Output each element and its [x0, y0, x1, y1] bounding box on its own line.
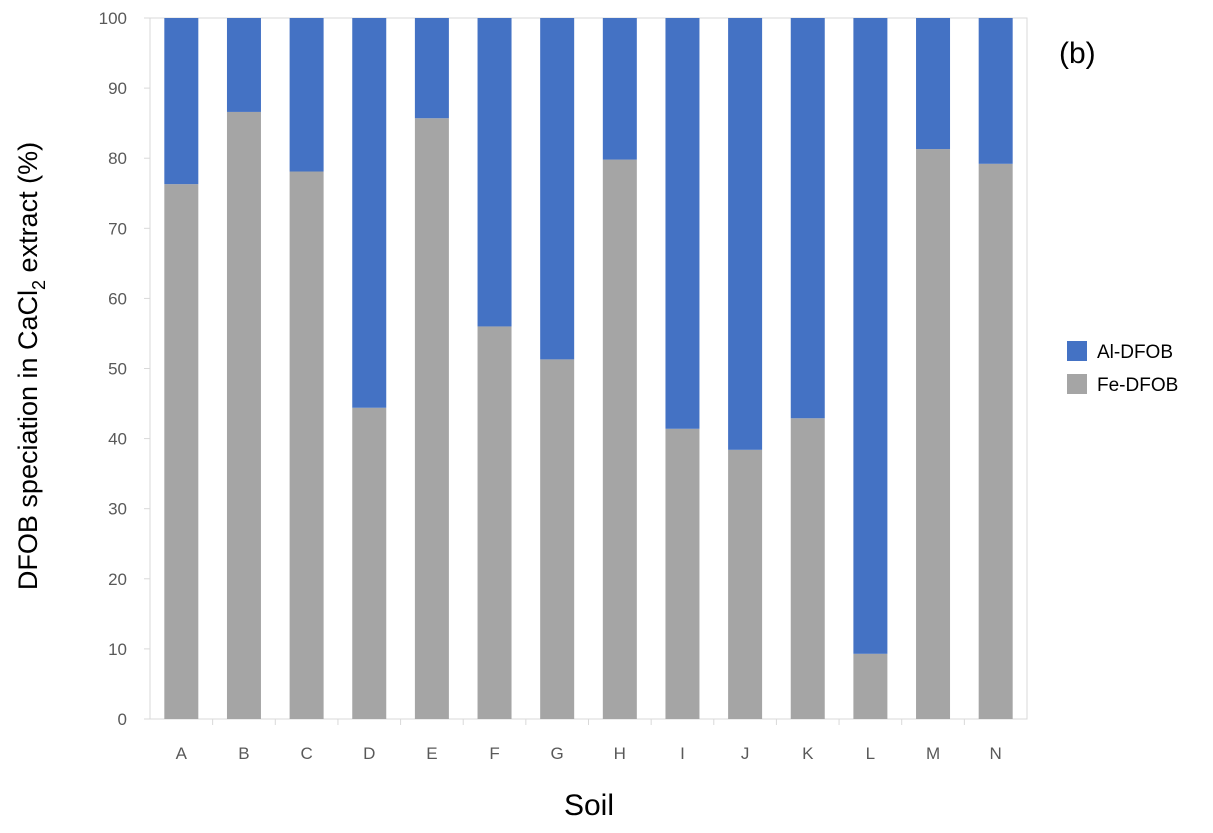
- bar-al-dfob-d: [352, 18, 386, 408]
- bar-al-dfob-m: [916, 18, 950, 149]
- legend: Al-DFOB Fe-DFOB: [1067, 341, 1178, 396]
- legend-label-al-dfob: Al-DFOB: [1097, 342, 1173, 363]
- x-axis: A B C D E F G H I J K L M N: [176, 719, 1002, 763]
- plot-border: [150, 18, 1027, 719]
- x-tick-label: A: [176, 744, 188, 763]
- bar-al-dfob-a: [164, 18, 198, 184]
- bar-fe-dfob-n: [979, 164, 1013, 719]
- x-axis-title: Soil: [564, 789, 614, 822]
- bar-fe-dfob-h: [603, 160, 637, 719]
- y-axis-title-subscript: 2: [29, 280, 49, 290]
- legend-swatch-fe-dfob: [1067, 374, 1087, 394]
- y-tick-label: 80: [108, 149, 127, 168]
- bar-al-dfob-l: [853, 18, 887, 654]
- x-tick-label: F: [489, 744, 499, 763]
- y-axis-title-rest: extract (%): [13, 142, 43, 280]
- bar-al-dfob-b: [227, 18, 261, 112]
- bar-al-dfob-g: [540, 18, 574, 359]
- bars: [164, 18, 1012, 719]
- y-tick-label: 0: [118, 710, 127, 729]
- bar-fe-dfob-e: [415, 118, 449, 719]
- x-tick-label: N: [990, 744, 1002, 763]
- x-tick-label: G: [551, 744, 564, 763]
- bar-fe-dfob-k: [791, 418, 825, 719]
- x-tick-label: C: [300, 744, 312, 763]
- y-tick-label: 70: [108, 219, 127, 238]
- x-tick-label: L: [866, 744, 875, 763]
- bar-fe-dfob-l: [853, 654, 887, 719]
- bar-al-dfob-e: [415, 18, 449, 118]
- y-tick-label: 90: [108, 79, 127, 98]
- bar-fe-dfob-b: [227, 112, 261, 719]
- y-tick-label: 60: [108, 289, 127, 308]
- x-tick-label: K: [802, 744, 814, 763]
- bar-al-dfob-n: [979, 18, 1013, 164]
- y-tick-label: 10: [108, 640, 127, 659]
- x-tick-label: M: [926, 744, 940, 763]
- bar-al-dfob-h: [603, 18, 637, 160]
- bar-al-dfob-j: [728, 18, 762, 450]
- legend-label-fe-dfob: Fe-DFOB: [1097, 375, 1178, 396]
- bar-fe-dfob-d: [352, 408, 386, 719]
- x-tick-label: B: [238, 744, 249, 763]
- bar-fe-dfob-i: [665, 429, 699, 719]
- y-tick-label: 30: [108, 500, 127, 519]
- y-axis: 0 10 20 30 40 50 60 70 80 90 100: [99, 9, 150, 729]
- legend-swatch-al-dfob: [1067, 341, 1087, 361]
- x-tick-label: D: [363, 744, 375, 763]
- panel-label: (b): [1059, 37, 1096, 70]
- bar-fe-dfob-c: [290, 172, 324, 719]
- y-tick-label: 50: [108, 360, 127, 379]
- y-axis-title-main: DFOB speciation in CaCl: [13, 290, 43, 590]
- x-tick-label: H: [614, 744, 626, 763]
- bar-al-dfob-i: [665, 18, 699, 429]
- bar-fe-dfob-g: [540, 359, 574, 719]
- y-tick-label: 40: [108, 430, 127, 449]
- x-tick-label: I: [680, 744, 685, 763]
- y-tick-label: 20: [108, 570, 127, 589]
- bar-fe-dfob-f: [478, 326, 512, 719]
- bar-fe-dfob-j: [728, 450, 762, 719]
- bar-al-dfob-f: [478, 18, 512, 326]
- y-tick-label: 100: [99, 9, 127, 28]
- x-tick-label: J: [741, 744, 750, 763]
- plot-area: [150, 18, 1027, 719]
- bar-fe-dfob-m: [916, 149, 950, 719]
- bar-fe-dfob-a: [164, 184, 198, 719]
- bar-al-dfob-c: [290, 18, 324, 172]
- bar-al-dfob-k: [791, 18, 825, 418]
- x-tick-label: E: [426, 744, 437, 763]
- y-axis-title: DFOB speciation in CaCl2 extract (%): [13, 142, 49, 590]
